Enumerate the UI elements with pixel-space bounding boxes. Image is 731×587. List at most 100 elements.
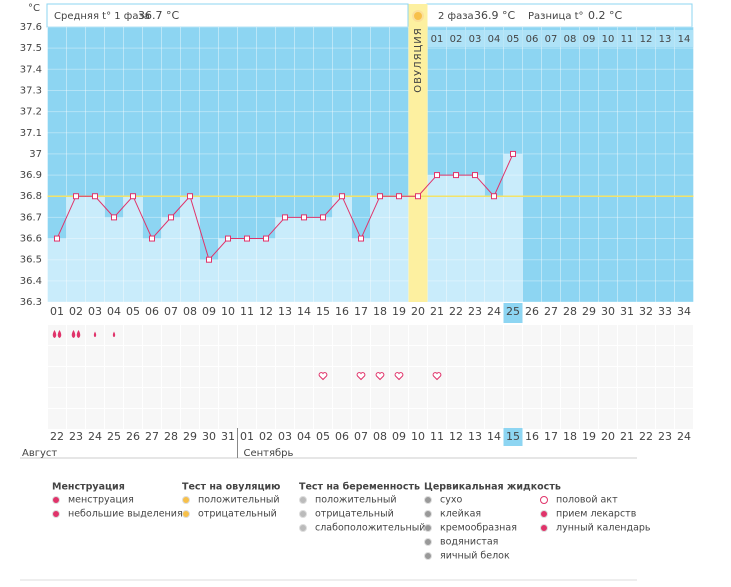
phase2-day-label: 09 [583,34,596,45]
grid-cell [314,409,332,429]
grid-cell [105,388,123,408]
day-label: 30 [601,305,615,318]
grid-cell [67,409,85,429]
phase2-day-label: 08 [564,34,577,45]
grid-cell [599,388,617,408]
grid-cell [238,325,256,345]
date-label: 08 [373,430,387,443]
grid-cell [181,409,199,429]
y-tick-label: 37.1 [20,128,42,139]
point [320,214,326,221]
menstruation-icon [52,330,57,338]
date-label: 23 [69,430,83,443]
month-label: Сентябрь [244,448,294,459]
grid-cell [466,346,484,366]
grid-cell [181,346,199,366]
grid-cell [314,346,332,366]
diff-value: 0.2 °C [588,9,622,22]
date-label: 15 [506,430,520,443]
grid-cell [542,346,560,366]
heart-icon [394,372,404,381]
grid-cell [200,388,218,408]
bar [275,217,295,302]
date-label: 18 [563,430,577,443]
legend-item: сухо [440,495,462,506]
y-tick-label: 36.5 [20,255,42,266]
phase1-value: 36.7 °C [138,9,179,22]
grid-cell [599,409,617,429]
y-tick-label: 37.3 [20,85,42,96]
bar [370,196,390,302]
grid-cell [466,325,484,345]
grid-cell [162,367,180,387]
day-label: 24 [487,305,501,318]
legend-icon [182,496,190,504]
grid-cell [428,409,446,429]
point [111,214,117,221]
grid-cell [67,346,85,366]
day-label: 15 [316,305,330,318]
day-label: 27 [544,305,558,318]
grid-cell [409,346,427,366]
grid-cell [485,367,503,387]
bar [389,196,409,302]
grid-cell [295,409,313,429]
grid-cell [333,346,351,366]
grid-cell [409,409,427,429]
point [263,235,269,242]
grid-cell [637,325,655,345]
phase2-day-cell [675,30,693,47]
day-label: 14 [297,305,311,318]
grid-cell [466,388,484,408]
menstruation-icon [71,330,76,338]
grid-cell [485,346,503,366]
date-label: 02 [259,430,273,443]
legend-item: кремообразная [440,523,517,534]
heart-icon [356,372,366,381]
legend-icon [424,552,432,560]
grid-cell [238,367,256,387]
grid-cell [352,325,370,345]
grid-cell [656,409,674,429]
date-label: 21 [620,430,634,443]
point [434,172,440,179]
point [415,193,421,200]
day-label: 29 [582,305,596,318]
grid-cell [200,325,218,345]
date-label: 13 [468,430,482,443]
grid-cell [447,346,465,366]
grid-cell [238,388,256,408]
grid-cell [561,388,579,408]
month-label: Август [22,448,57,459]
grid-cell [466,409,484,429]
grid-cell [352,346,370,366]
grid-cell [447,325,465,345]
bar [180,196,200,302]
phase2-day-cell [618,30,636,47]
y-unit: °C [28,3,40,14]
grid-cell [219,367,237,387]
grid-cell [276,388,294,408]
legend-item: отрицательный [198,509,277,520]
legend-icon [52,496,60,504]
grid-cell [618,346,636,366]
grid-cell [618,388,636,408]
day-label: 11 [240,305,254,318]
grid-cell [637,346,655,366]
day-label: 21 [430,305,444,318]
date-label: 09 [392,430,406,443]
grid-cell [314,388,332,408]
grid-cell [86,346,104,366]
bar [85,196,105,302]
point [73,193,79,200]
day-label: 05 [126,305,140,318]
legend-item: небольшие выделения [68,509,183,520]
grid-cell [599,325,617,345]
grid-cell [276,325,294,345]
grid-cell [599,346,617,366]
grid-cell [542,325,560,345]
legend-item: яичный белок [440,551,510,562]
day-label: 01 [50,305,64,318]
point [168,214,174,221]
grid-cell [181,367,199,387]
